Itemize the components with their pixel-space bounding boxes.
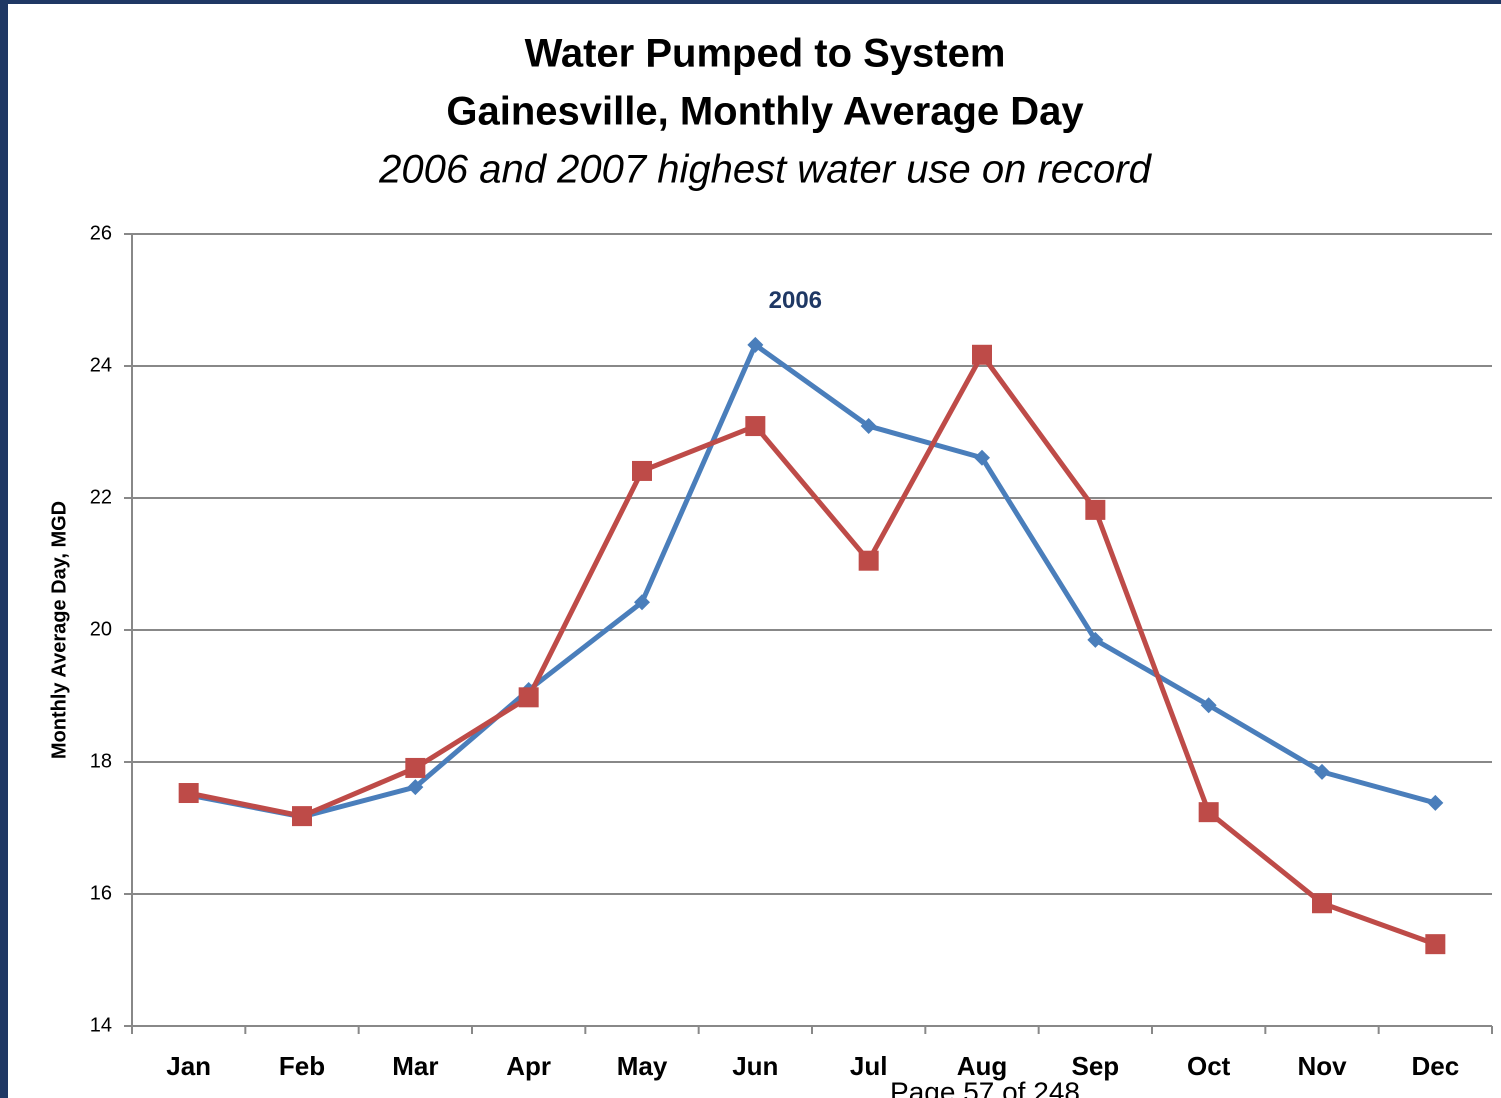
- data-point: [178, 783, 199, 804]
- x-tick-label: Sep: [1071, 1051, 1119, 1081]
- page-footer: Page 57 of 248: [890, 1076, 1080, 1098]
- y-tick-label: 26: [90, 222, 112, 244]
- series-annotation: 2006: [769, 287, 822, 314]
- data-point: [405, 757, 426, 778]
- x-tick-label: Oct: [1187, 1051, 1231, 1081]
- x-tick-label: Apr: [506, 1051, 551, 1081]
- x-tick-label: Jan: [166, 1051, 211, 1081]
- x-tick-label: Nov: [1297, 1051, 1347, 1081]
- data-point: [292, 806, 312, 827]
- chart-subtitle: Gainesville, Monthly Average Day: [446, 90, 1084, 134]
- data-point: [860, 418, 877, 435]
- y-tick-label: 24: [90, 354, 112, 376]
- data-point: [1427, 794, 1444, 811]
- data-point: [1087, 631, 1104, 648]
- x-tick-label: Jun: [732, 1051, 778, 1081]
- data-point: [745, 416, 766, 437]
- data-point: [747, 336, 764, 353]
- x-tick-label: May: [617, 1051, 668, 1081]
- data-point: [632, 460, 652, 481]
- x-tick-label: Jul: [850, 1051, 888, 1081]
- chart-background: [8, 4, 1501, 1098]
- y-axis-label: Monthly Average Day, MGD: [48, 501, 70, 759]
- data-point: [407, 779, 424, 796]
- data-point: [972, 344, 992, 365]
- data-point: [1312, 893, 1332, 914]
- data-point: [1314, 763, 1330, 780]
- data-point: [858, 550, 879, 571]
- y-tick-label: 14: [90, 1014, 112, 1036]
- chart-subtitle-2: 2006 and 2007 highest water use on recor…: [378, 148, 1152, 192]
- y-tick-label: 20: [90, 618, 112, 640]
- data-point: [518, 687, 539, 708]
- y-tick-label: 22: [90, 486, 112, 508]
- y-tick-label: 16: [90, 882, 112, 904]
- x-tick-label: Aug: [957, 1051, 1008, 1081]
- series-line: [188, 342, 1436, 820]
- data-point: [1200, 697, 1217, 714]
- y-tick-label: 18: [90, 750, 112, 772]
- data-point: [1425, 934, 1446, 955]
- x-tick-label: Feb: [279, 1051, 325, 1081]
- x-tick-label: Mar: [392, 1051, 438, 1081]
- data-point: [1085, 499, 1106, 520]
- data-point: [634, 594, 650, 611]
- x-tick-label: Dec: [1411, 1051, 1459, 1081]
- chart-title: Water Pumped to System: [525, 32, 1006, 76]
- data-point: [974, 449, 990, 466]
- series-line: [188, 352, 1437, 947]
- data-point: [1198, 802, 1219, 823]
